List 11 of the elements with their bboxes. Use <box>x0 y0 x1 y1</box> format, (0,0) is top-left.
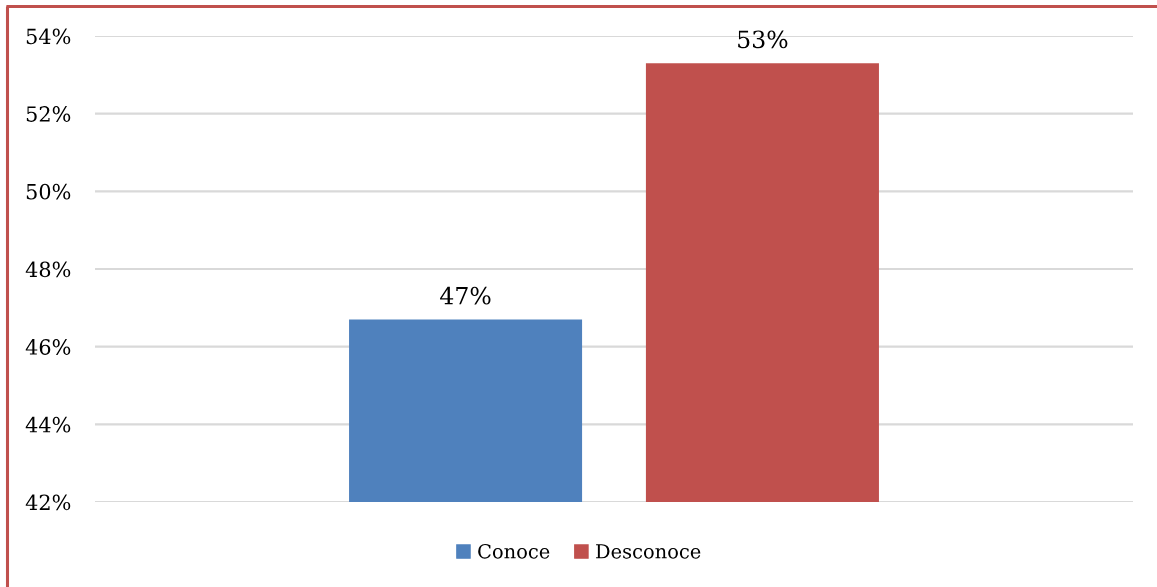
y-tick-label: 48% <box>25 261 71 278</box>
data-label: 53% <box>738 30 788 49</box>
legend-label: Conoce <box>478 543 550 559</box>
y-tick-label: 54% <box>26 28 71 45</box>
y-tick-label: 52% <box>26 106 71 122</box>
data-label: 47% <box>440 286 491 305</box>
y-tick-label: 50% <box>26 183 71 200</box>
y-tick-label: 44% <box>25 416 71 433</box>
y-tick-label: 46% <box>25 339 71 355</box>
legend-label: Desconoce <box>596 544 701 559</box>
y-tick-label: 42% <box>25 494 71 511</box>
